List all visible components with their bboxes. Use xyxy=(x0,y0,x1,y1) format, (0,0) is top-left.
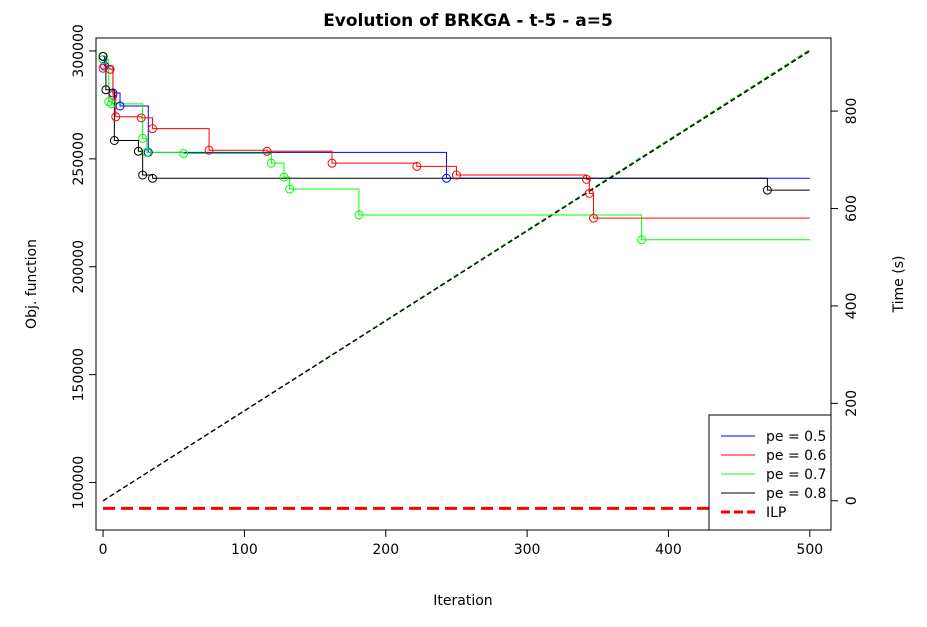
series-2-point-12 xyxy=(581,174,591,184)
series-points xyxy=(98,51,772,245)
series-2-point-5 xyxy=(136,113,146,123)
y2-axis: 0 200 400 600 800 xyxy=(830,98,860,505)
legend: pe = 0.5 pe = 0.6 pe = 0.7 pe = 0.8 ILP xyxy=(708,414,832,531)
y2-tick-label-600: 600 xyxy=(844,195,860,222)
y-axis-label: Obj. function xyxy=(24,239,40,329)
series-2-point-3 xyxy=(108,90,118,100)
series-1-point-4 xyxy=(115,101,125,111)
series-2-point-11 xyxy=(451,170,461,180)
series-3-point-9 xyxy=(285,184,295,194)
series-4-point-5 xyxy=(138,170,148,180)
y-axis: 100000 150000 200000 250000 300000 xyxy=(71,24,97,509)
series-3-point-3 xyxy=(107,99,117,109)
series-3-point-5 xyxy=(142,147,152,157)
x-tick-label-100: 100 xyxy=(231,542,258,558)
series-2-point-2 xyxy=(105,64,115,74)
series-3-point-8 xyxy=(279,172,289,182)
legend-label-5: ILP xyxy=(766,505,786,521)
series-2-point-1 xyxy=(98,63,108,73)
series-3-point-10 xyxy=(354,210,364,220)
series-lines xyxy=(103,55,810,510)
y2-tick-label-200: 200 xyxy=(844,390,860,417)
legend-label-2: pe = 0.6 xyxy=(766,448,826,464)
legend-label-3: pe = 0.7 xyxy=(766,467,826,483)
y2-tick-label-0: 0 xyxy=(844,496,860,505)
x-tick-label-400: 400 xyxy=(655,542,682,558)
series-2-point-8 xyxy=(262,146,272,156)
time-line-3 xyxy=(102,49,811,502)
y-tick-label-200000: 200000 xyxy=(71,240,87,293)
series-4-point-1 xyxy=(98,51,108,61)
series-3-point-6 xyxy=(179,148,189,158)
series-4-point-4 xyxy=(133,146,143,156)
series-line-3 xyxy=(103,59,810,241)
y2-tick-label-800: 800 xyxy=(844,98,860,125)
x-tick-label-0: 0 xyxy=(99,542,108,558)
time-lines xyxy=(102,49,811,502)
x-tick-label-200: 200 xyxy=(372,542,399,558)
x-tick-label-500: 500 xyxy=(796,542,823,558)
y-tick-label-100000: 100000 xyxy=(71,456,87,509)
y2-tick-label-400: 400 xyxy=(844,293,860,320)
series-1-point-6 xyxy=(442,173,452,183)
series-2-point-14 xyxy=(589,213,599,223)
series-4-point-7 xyxy=(762,185,772,195)
x-axis: 0 100 200 300 400 500 xyxy=(99,529,823,558)
y-tick-label-250000: 250000 xyxy=(71,132,87,185)
series-3-point-4 xyxy=(138,133,148,143)
x-axis-label: Iteration xyxy=(433,593,492,609)
series-line-2 xyxy=(103,67,810,219)
series-4-point-6 xyxy=(148,173,158,183)
series-3-point-11 xyxy=(637,235,647,245)
series-2-point-4 xyxy=(111,112,121,122)
legend-label-4: pe = 0.8 xyxy=(766,486,826,502)
series-2-point-10 xyxy=(412,161,422,171)
series-3-point-1 xyxy=(98,55,108,65)
series-4-point-3 xyxy=(109,136,119,145)
x-tick-label-300: 300 xyxy=(514,542,541,558)
series-3-point-7 xyxy=(266,158,276,168)
series-2-point-9 xyxy=(327,158,337,168)
series-3-point-2 xyxy=(104,97,114,107)
series-1-point-2 xyxy=(99,61,109,71)
y-tick-label-300000: 300000 xyxy=(71,24,87,77)
time-line-4 xyxy=(102,50,811,502)
series-4-point-2 xyxy=(101,85,111,95)
chart-title: Evolution of BRKGA - t-5 - a=5 xyxy=(323,11,613,31)
series-2-point-13 xyxy=(584,188,594,198)
series-2-point-7 xyxy=(204,145,214,155)
series-2-point-6 xyxy=(148,124,158,134)
y-tick-label-150000: 150000 xyxy=(71,348,87,401)
legend-label-1: pe = 0.5 xyxy=(766,429,826,445)
series-line-4 xyxy=(103,55,810,191)
y2-axis-label: Time (s) xyxy=(891,256,907,314)
